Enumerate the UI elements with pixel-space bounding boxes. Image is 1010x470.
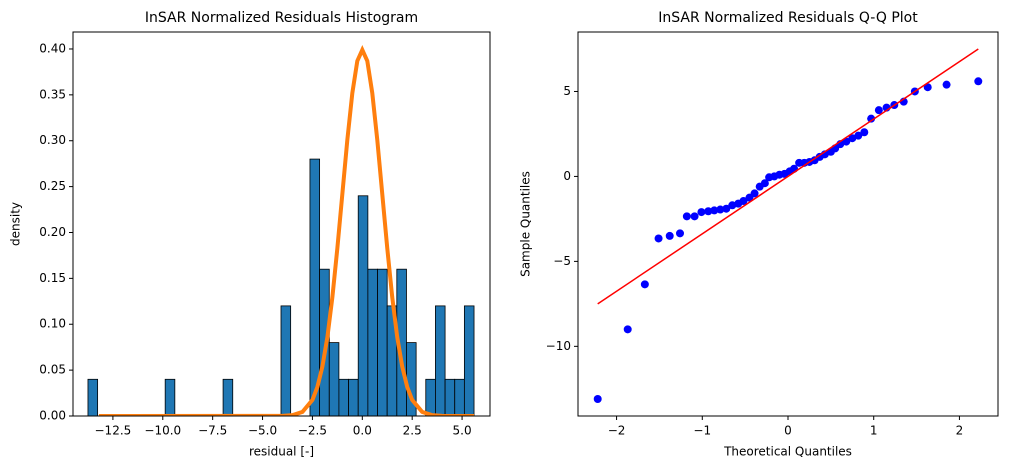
y-tick-label: 5 <box>563 84 571 98</box>
y-axis-label: Sample Quantiles <box>519 171 533 277</box>
point <box>867 114 876 123</box>
axes-frame <box>577 31 999 417</box>
density-curve <box>98 45 475 416</box>
bar <box>367 268 378 416</box>
plot-area <box>593 48 983 404</box>
point <box>704 207 713 216</box>
x-axis-label: Theoretical Quantiles <box>723 445 852 459</box>
x-tick-label: −5.0 <box>248 424 277 438</box>
point <box>640 280 649 289</box>
bar <box>164 378 176 416</box>
y-tick-label: 0.15 <box>39 271 66 285</box>
point <box>697 208 706 217</box>
bar <box>338 378 349 416</box>
point <box>874 106 883 115</box>
point <box>676 229 684 238</box>
y-axis-label: density <box>9 202 23 246</box>
point <box>728 201 737 210</box>
bar <box>454 378 465 416</box>
chart-title: InSAR Normalized Residuals Q-Q Plot <box>658 10 918 26</box>
point <box>942 80 951 89</box>
bar <box>280 305 292 416</box>
x-tick-label: 0.0 <box>353 424 372 438</box>
y-tick-label: −10 <box>546 339 571 353</box>
x-tick-label: 1 <box>870 424 878 438</box>
axes-frame <box>72 31 491 417</box>
y-tick-label: 0.25 <box>39 179 66 193</box>
point <box>690 212 699 221</box>
y-tick-label: 0.05 <box>39 363 66 377</box>
x-tick-label: −7.5 <box>198 424 227 438</box>
x-axis-label: residual [-] <box>249 445 314 459</box>
point <box>760 179 769 188</box>
bar <box>377 268 388 416</box>
y-tick-label: −5 <box>553 254 571 268</box>
point <box>739 197 748 206</box>
point <box>848 134 857 143</box>
y-tick-label: 0.00 <box>39 409 66 423</box>
bar <box>435 305 446 416</box>
x-tick-label: 2 <box>956 424 964 438</box>
bar <box>463 305 475 416</box>
bar <box>222 378 234 416</box>
y-tick-label: 0.40 <box>39 41 66 55</box>
point <box>716 205 725 214</box>
reference-line <box>597 48 979 305</box>
point <box>710 206 719 215</box>
point <box>623 325 632 334</box>
y-tick-label: 0.35 <box>39 87 66 101</box>
bar <box>444 378 456 416</box>
point <box>750 189 759 198</box>
bar <box>348 378 359 416</box>
plot-area <box>87 45 475 416</box>
bar <box>87 378 99 416</box>
x-tick-label: 2.5 <box>403 424 422 438</box>
point <box>665 231 674 240</box>
y-tick-label: 0.30 <box>39 133 66 147</box>
y-tick-label: 0.10 <box>39 317 66 331</box>
x-tick-label: −2 <box>608 424 626 438</box>
x-tick-label: −1 <box>693 424 711 438</box>
point <box>974 77 983 86</box>
point <box>722 204 731 213</box>
point <box>854 131 863 140</box>
x-tick-label: −10.0 <box>144 424 181 438</box>
y-tick-label: 0.20 <box>39 225 66 239</box>
point <box>923 83 932 92</box>
point <box>860 128 869 137</box>
x-tick-label: −2.5 <box>298 424 327 438</box>
bar <box>425 378 436 416</box>
point <box>593 395 602 404</box>
x-tick-label: −12.5 <box>95 424 132 438</box>
bar <box>357 195 369 416</box>
chart-title: InSAR Normalized Residuals Histogram <box>145 10 418 26</box>
bar <box>328 342 340 416</box>
x-tick-label: 0 <box>784 424 792 438</box>
point <box>654 234 663 243</box>
point <box>682 212 691 221</box>
y-tick-label: 0 <box>563 169 571 183</box>
x-tick-label: 5.0 <box>453 424 472 438</box>
